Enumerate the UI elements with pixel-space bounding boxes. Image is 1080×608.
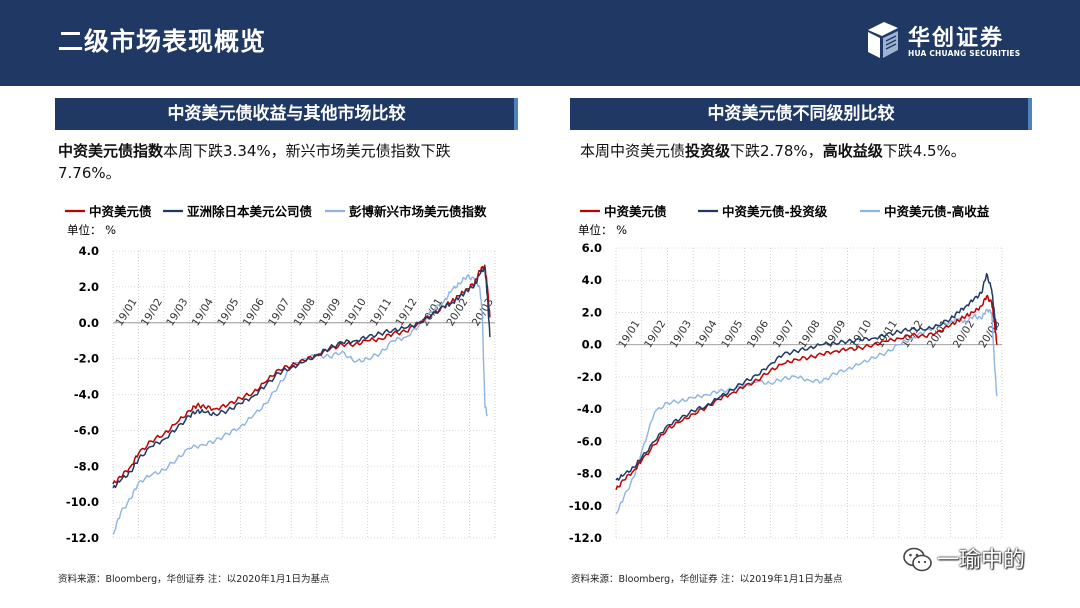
y-tick-label: -4.0 [74, 388, 99, 402]
legend-label: 亚洲除日本美元公司债 [187, 204, 313, 219]
logo-mark-icon [868, 22, 898, 58]
y-tick-label: -12.0 [66, 531, 99, 545]
y-tick-label: 2.0 [79, 280, 99, 294]
unit-label: 单位： % [67, 223, 116, 237]
watermark: 一瑜中的 [903, 542, 1073, 578]
y-tick-label: -12.0 [569, 531, 602, 545]
legend-label: 中资美元债 [89, 204, 152, 219]
legend-label: 中资美元债-高收益 [884, 204, 990, 219]
x-tick-label: 19/11 [368, 296, 394, 328]
x-tick-label: 19/06 [241, 296, 267, 328]
right-desc-text-1: 本周中资美元债 [580, 142, 686, 160]
x-tick-label: 19/09 [317, 296, 343, 328]
x-tick-label: 19/03 [668, 318, 694, 350]
y-tick-label: -2.0 [577, 370, 602, 384]
right-panel-title: 中资美元债不同级别比较 [570, 98, 1032, 130]
legend-label: 彭博新兴市场美元债指数 [349, 204, 487, 219]
x-tick-label: 19/06 [745, 318, 771, 350]
logo-english-name: HUA CHUANG SECURITIES [908, 49, 1021, 58]
y-tick-label: 0.0 [79, 316, 99, 330]
y-tick-label: 0.0 [582, 338, 602, 352]
x-tick-label: 19/04 [694, 318, 720, 350]
y-tick-label: -6.0 [577, 434, 602, 448]
legend-item-2: 中资美元债-投资级 [698, 204, 828, 219]
y-tick-label: -8.0 [577, 467, 602, 481]
right-desc-text-2: 下跌2.78%， [730, 142, 823, 160]
y-tick-label: 4.0 [79, 244, 99, 258]
series-line-2 [615, 273, 998, 481]
x-tick-label: 19/04 [190, 296, 216, 328]
x-tick-label: 19/07 [771, 318, 797, 350]
y-tick-label: -2.0 [74, 352, 99, 366]
legend-item-3: 中资美元债-高收益 [860, 204, 990, 219]
x-tick-label: 19/03 [164, 296, 190, 328]
legend-item-3: 彭博新兴市场美元债指数 [325, 204, 487, 219]
right-desc-bold-1: 投资级 [685, 142, 731, 160]
right-desc-text-3: 下跌4.5%。 [882, 142, 966, 160]
y-tick-label: -6.0 [74, 423, 99, 437]
left-panel-title: 中资美元债收益与其他市场比较 [55, 98, 518, 130]
right-source-note: 资料来源：Bloomberg，华创证券 注：以2019年1月1日为基点 [571, 574, 843, 585]
unit-label: 单位： % [578, 223, 627, 237]
legend-item-2: 亚洲除日本美元公司债 [163, 204, 313, 219]
left-desc-text: 本周下跌3.34%，新兴市场美元债指数下跌7.76%。 [58, 142, 451, 182]
legend-label: 中资美元债-投资级 [722, 204, 828, 219]
logo-chinese-name: 华创证券 [908, 26, 1005, 51]
wechat-icon [903, 547, 932, 572]
series-line-3 [112, 273, 488, 535]
x-tick-label: 19/02 [139, 296, 165, 328]
series-line-3 [615, 308, 998, 515]
x-tick-label: 20/02 [444, 296, 470, 328]
y-tick-label: 4.0 [582, 273, 602, 287]
y-tick-label: -10.0 [569, 499, 602, 513]
x-tick-label: 19/09 [822, 318, 848, 350]
page-title: 二级市场表现概览 [58, 27, 267, 56]
x-tick-label: 19/01 [113, 296, 139, 328]
left-source-note: 资料来源：Bloomberg，华创证券 注：以2020年1月1日为基点 [58, 574, 330, 585]
x-tick-label: 20/03 [977, 318, 1003, 350]
x-tick-label: 19/05 [215, 296, 241, 328]
left-description: 中资美元债指数本周下跌3.34%，新兴市场美元债指数下跌7.76%。 [58, 140, 513, 184]
company-logo: 华创证券 HUA CHUANG SECURITIES [864, 20, 1034, 66]
x-tick-label: 19/10 [343, 296, 369, 328]
legend-label: 中资美元债 [604, 204, 667, 219]
x-tick-label: 19/02 [642, 318, 668, 350]
x-tick-label: 19/08 [797, 318, 823, 350]
x-tick-label: 19/10 [848, 318, 874, 350]
series-line-2 [112, 266, 491, 489]
x-tick-label: 19/07 [266, 296, 292, 328]
y-tick-label: -8.0 [74, 459, 99, 473]
right-description: 本周中资美元债投资级下跌2.78%，高收益级下跌4.5%。 [580, 140, 1030, 162]
x-tick-label: 19/01 [616, 318, 642, 350]
x-tick-label: 19/05 [719, 318, 745, 350]
y-tick-label: -10.0 [66, 495, 99, 509]
right-desc-bold-2: 高收益级 [822, 142, 883, 160]
y-tick-label: -4.0 [577, 402, 602, 416]
y-tick-label: 2.0 [582, 305, 602, 319]
y-tick-label: 6.0 [582, 241, 602, 255]
watermark-text: 一瑜中的 [937, 548, 1026, 573]
series-line-1 [615, 294, 998, 490]
x-tick-label: 19/08 [292, 296, 318, 328]
legend-item-1: 中资美元债 [580, 204, 667, 219]
header-bar: 二级市场表现概览 华创证券 HUA CHUANG SECURITIES [0, 0, 1080, 86]
left-desc-bold: 中资美元债指数 [58, 142, 164, 160]
legend-item-1: 中资美元债 [65, 204, 152, 219]
